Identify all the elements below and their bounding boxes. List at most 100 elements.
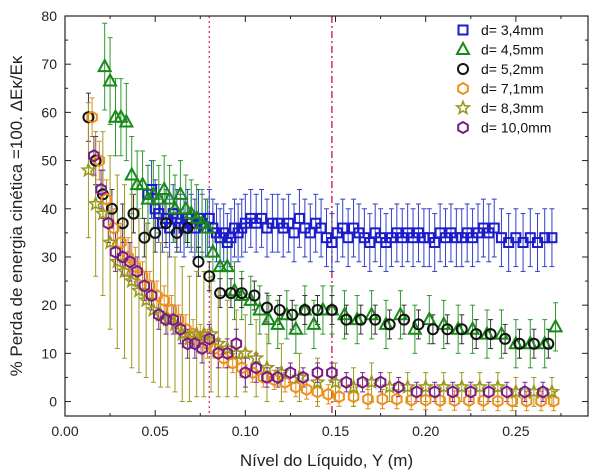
data-point bbox=[170, 226, 183, 239]
data-point bbox=[309, 373, 326, 390]
data-point bbox=[181, 337, 194, 351]
data-point bbox=[347, 390, 360, 404]
data-point bbox=[354, 313, 367, 326]
data-point bbox=[410, 385, 423, 399]
data-point bbox=[151, 288, 163, 303]
data-point bbox=[288, 320, 304, 335]
y-tick-label: 20 bbox=[41, 297, 57, 313]
data-point bbox=[297, 370, 309, 385]
data-point bbox=[188, 209, 205, 224]
data-point bbox=[89, 154, 102, 167]
error-bars-series bbox=[102, 22, 559, 369]
markers-series bbox=[88, 149, 549, 399]
legend-label: d= 3,4mm bbox=[481, 22, 544, 38]
data-point bbox=[131, 264, 143, 279]
data-point bbox=[102, 216, 114, 230]
data-point bbox=[95, 182, 107, 197]
data-point bbox=[107, 221, 120, 235]
data-point bbox=[340, 375, 353, 389]
data-point bbox=[547, 318, 564, 333]
data-point bbox=[311, 365, 324, 380]
data-point bbox=[298, 303, 311, 316]
data-point bbox=[426, 323, 439, 336]
data-point bbox=[174, 322, 187, 336]
data-point bbox=[421, 311, 437, 326]
data-point bbox=[407, 320, 423, 335]
data-point bbox=[129, 259, 142, 274]
data-point bbox=[199, 219, 216, 234]
data-point bbox=[109, 245, 122, 259]
y-tick-label: 50 bbox=[41, 153, 57, 169]
data-point bbox=[261, 370, 273, 385]
data-point bbox=[286, 308, 299, 321]
data-point bbox=[417, 378, 435, 395]
axes: 0.00 0.05 0.10 0.15 0.20 0.25 0 10 20 30 40 50 60 70 8… bbox=[41, 8, 589, 439]
data-point bbox=[237, 344, 254, 361]
data-point bbox=[82, 111, 95, 124]
data-point bbox=[205, 243, 221, 258]
data-point bbox=[134, 176, 151, 191]
data-point bbox=[279, 375, 291, 389]
data-point bbox=[300, 382, 313, 397]
data-point bbox=[122, 250, 134, 264]
data-point bbox=[172, 185, 189, 200]
data-point bbox=[123, 272, 141, 289]
data-point bbox=[441, 323, 454, 336]
data-point bbox=[105, 202, 118, 215]
data-point bbox=[248, 289, 261, 302]
data-point bbox=[118, 113, 135, 128]
data-point bbox=[250, 361, 262, 375]
data-point bbox=[235, 287, 248, 300]
data-point bbox=[501, 385, 513, 399]
data-point bbox=[100, 192, 113, 206]
data-point bbox=[392, 380, 405, 394]
data-point bbox=[96, 58, 113, 73]
data-point bbox=[149, 226, 162, 239]
data-point bbox=[340, 313, 353, 326]
y-axis-title: % Perda de energia cinética =100. ΔEκ/Eκ bbox=[7, 55, 26, 376]
data-point bbox=[219, 258, 235, 273]
y-tick-label: 70 bbox=[41, 56, 57, 72]
data-point bbox=[519, 385, 531, 399]
data-point bbox=[145, 288, 158, 303]
legend-marker bbox=[457, 81, 469, 96]
data-point bbox=[189, 337, 201, 351]
data-point bbox=[548, 394, 560, 408]
data-point bbox=[217, 351, 230, 365]
data-point bbox=[212, 258, 228, 273]
data-point bbox=[260, 301, 273, 314]
data-point bbox=[194, 214, 210, 229]
x-axis-title: Nível do Líquido, Y (m) bbox=[240, 451, 413, 470]
data-point bbox=[258, 359, 276, 375]
data-point bbox=[160, 312, 172, 327]
data-point bbox=[94, 204, 112, 221]
data-point bbox=[116, 262, 133, 279]
data-point bbox=[156, 180, 172, 195]
data-point bbox=[546, 232, 558, 244]
data-point bbox=[489, 378, 507, 395]
y-tick-label: 10 bbox=[41, 345, 57, 361]
data-point bbox=[306, 315, 322, 330]
data-point bbox=[230, 337, 243, 351]
data-point bbox=[178, 200, 194, 215]
legend-marker bbox=[457, 24, 469, 36]
data-point bbox=[127, 207, 140, 220]
markers-series bbox=[82, 111, 555, 350]
data-point bbox=[93, 153, 105, 168]
data-point bbox=[239, 365, 252, 380]
data-point bbox=[108, 253, 126, 269]
data-point bbox=[227, 356, 239, 370]
data-point bbox=[325, 303, 338, 316]
data-point bbox=[80, 161, 97, 178]
legend-marker bbox=[457, 63, 469, 75]
markers-series bbox=[86, 110, 560, 408]
data-point bbox=[428, 385, 441, 399]
data-point bbox=[435, 378, 453, 395]
data-point bbox=[181, 222, 194, 235]
data-point bbox=[322, 387, 335, 401]
x-tick-label: 0.15 bbox=[322, 423, 349, 439]
data-point bbox=[288, 227, 300, 239]
data-point bbox=[327, 373, 344, 390]
data-point bbox=[153, 308, 165, 322]
data-point bbox=[167, 200, 183, 215]
